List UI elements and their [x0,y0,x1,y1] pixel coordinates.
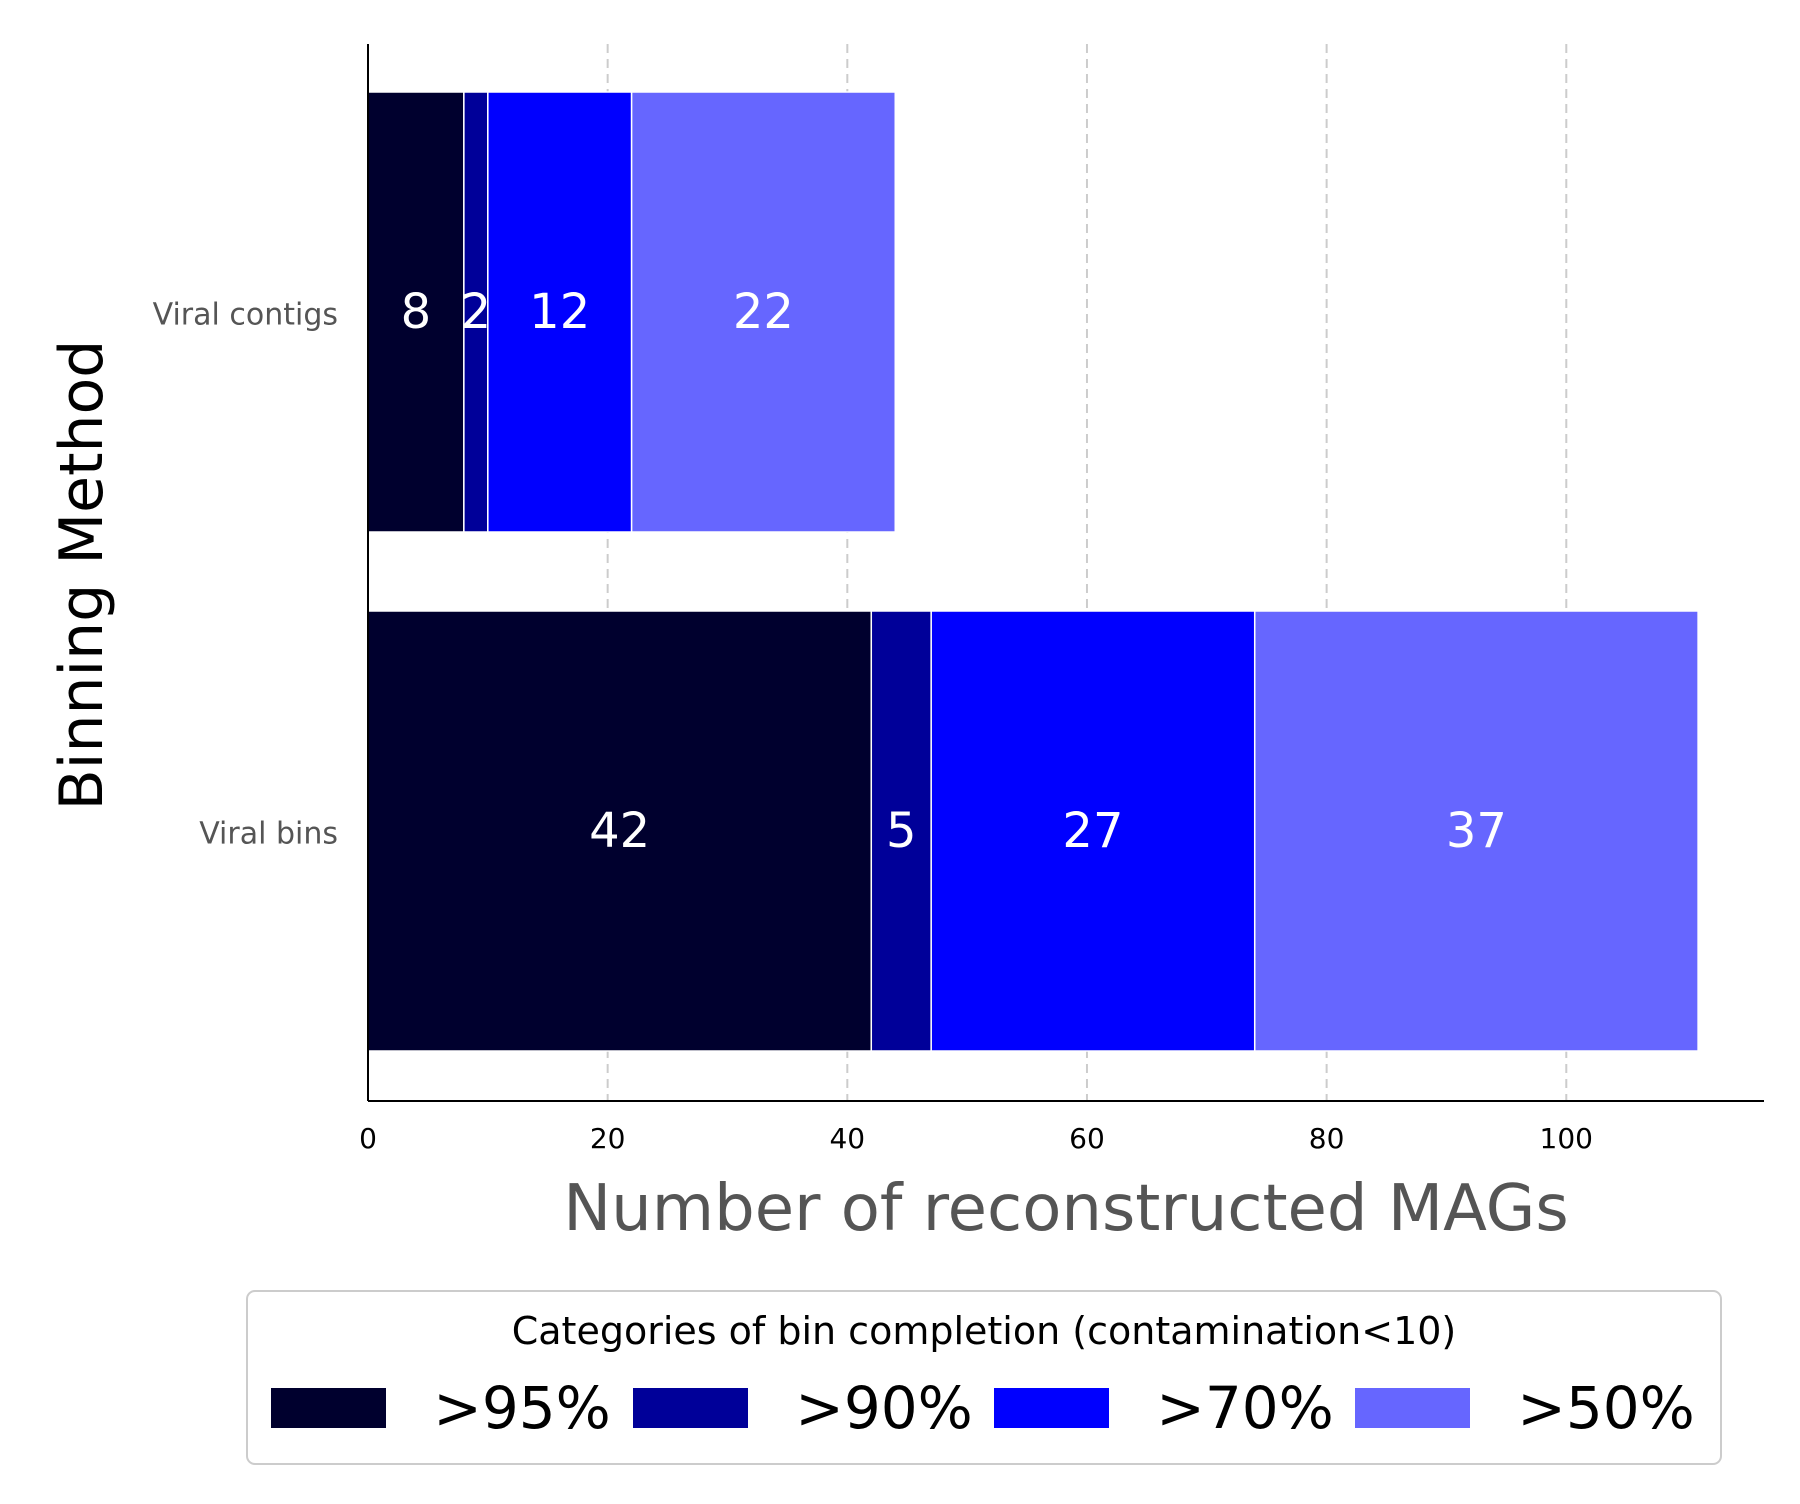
bar-segment [1253,610,1699,1052]
x-tick-label: 0 [359,1122,377,1155]
bar-segment [930,610,1256,1052]
x-tick-label: 60 [1069,1122,1105,1155]
data-label: 5 [886,803,917,859]
legend-label: >90% [795,1374,973,1442]
bar-segment [870,610,932,1052]
data-label: 37 [1446,803,1507,859]
legend-swatch [994,1388,1109,1428]
x-tick-label: 100 [1540,1122,1593,1155]
x-axis-label: Number of reconstructed MAGs [563,1172,1568,1246]
legend-label: >50% [1517,1374,1695,1442]
legend-swatch [271,1388,386,1428]
legend-title: Categories of bin completion (contaminat… [512,1309,1457,1353]
legend-label: >95% [433,1374,611,1442]
y-tick-label: Viral bins [199,817,338,852]
x-tick-label: 20 [590,1122,626,1155]
data-label: 22 [733,284,794,340]
x-tick-label: 80 [1309,1122,1345,1155]
data-label: 8 [401,284,432,340]
data-label: 2 [461,284,492,340]
bar-segment [367,610,873,1052]
legend-label: >70% [1156,1374,1334,1442]
data-label: 42 [589,803,650,859]
x-tick-label: 40 [829,1122,865,1155]
y-tick-label: Viral contigs [153,298,338,333]
legend-swatch [1355,1388,1470,1428]
y-axis-label: Binning Method [47,340,117,811]
data-label: 27 [1062,803,1123,859]
legend-swatch [633,1388,748,1428]
bar-segment [630,91,896,533]
legend-box [246,1290,1722,1465]
data-label: 12 [529,284,590,340]
